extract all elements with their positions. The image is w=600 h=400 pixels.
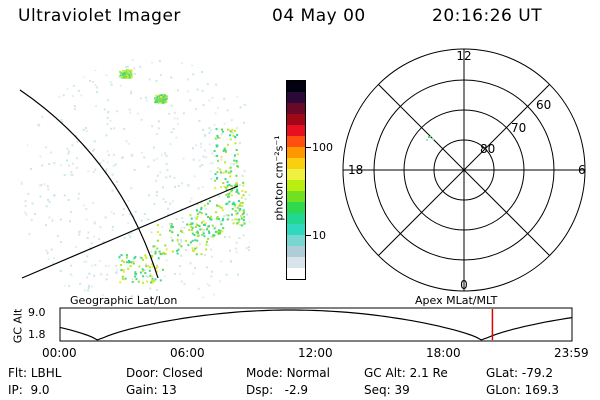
colorbar-tick-10: 10 (312, 229, 326, 242)
status-gc-alt: GC Alt: 2.1 Re (364, 366, 448, 380)
status-filter: Flt: LBHL (8, 366, 62, 380)
mlat-label-80: 80 (480, 142, 495, 156)
status-dsp: Dsp: -2.9 (246, 383, 309, 397)
colorbar-unit-label: photon cm⁻²s⁻¹ (272, 135, 286, 221)
timeline-ytick-top: 9.0 (28, 306, 46, 319)
timeline-y-label: GC Alt (11, 308, 25, 344)
auroral-image-panel (19, 58, 250, 298)
timeline-xtick-1200: 12:00 (298, 346, 333, 360)
status-door: Door: Closed (126, 366, 203, 380)
timeline-xtick-0000: 00:00 (42, 346, 77, 360)
polar-plot: 12 18 6 0 60 70 80 (342, 48, 586, 292)
mlt-label-18: 18 (348, 163, 363, 177)
mlt-label-6: 6 (578, 163, 586, 177)
status-seq: Seq: 39 (364, 383, 410, 397)
polar-projection-label: Apex MLat/MLT (415, 294, 498, 307)
image-projection-label: Geographic Lat/Lon (70, 294, 178, 307)
timeline-ytick-bottom: 1.8 (28, 328, 46, 341)
status-gain: Gain: 13 (126, 383, 177, 397)
mlat-label-60: 60 (536, 98, 551, 112)
timeline-xtick-2359: 23:59 (554, 346, 589, 360)
colorbar (286, 80, 306, 280)
orbit-timeline (59, 307, 573, 342)
emission-pixels (20, 58, 250, 298)
status-mode: Mode: Normal (246, 366, 330, 380)
timeline-xtick-1800: 18:00 (426, 346, 461, 360)
status-ip: IP: 9.0 (8, 383, 50, 397)
mlat-label-70: 70 (511, 121, 526, 135)
observation-time: 20:16:26 UT (432, 6, 543, 26)
colorbar-tick-100: 100 (312, 141, 333, 154)
mlt-label-0: 0 (460, 278, 468, 292)
instrument-title: Ultraviolet Imager (18, 6, 181, 26)
terminator-arc (19, 89, 159, 279)
status-glat: GLat: -79.2 (486, 366, 553, 380)
mlt-label-12: 12 (456, 49, 471, 63)
observation-date: 04 May 00 (272, 6, 366, 26)
timeline-xtick-0600: 06:00 (170, 346, 205, 360)
status-glon: GLon: 169.3 (486, 383, 559, 397)
meridian-line (21, 185, 239, 279)
